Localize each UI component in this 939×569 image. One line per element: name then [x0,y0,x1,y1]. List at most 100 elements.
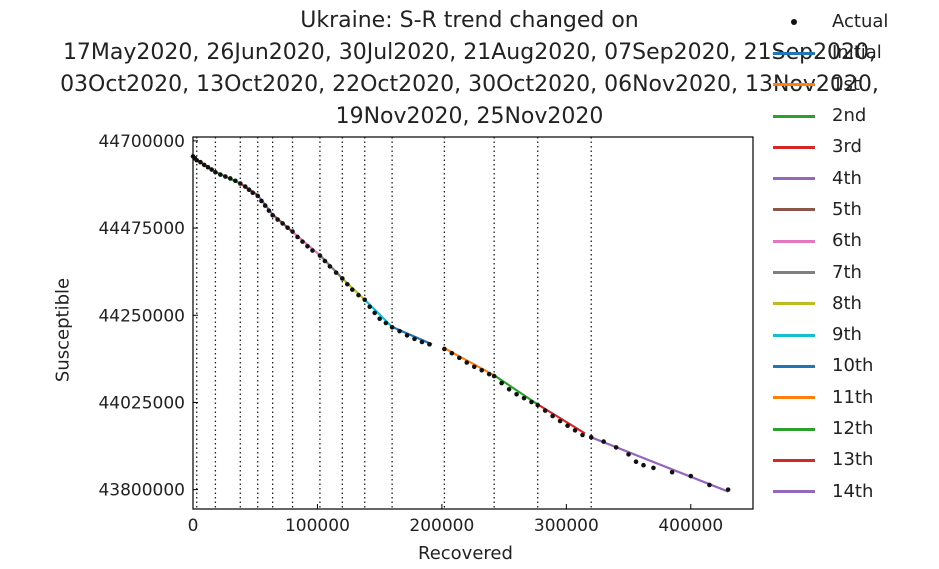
legend-item-12: 11th [770,382,939,413]
legend-label-13: 12th [832,418,874,439]
x-tick-label-0: 0 [188,516,199,536]
actual-point-72 [633,459,639,465]
actual-point-60 [529,399,534,405]
legend-swatch-2 [770,74,818,94]
actual-point-24 [290,229,295,234]
actual-point-73 [641,462,646,468]
legend-swatch-14 [770,450,818,470]
legend-label-6: 5th [832,198,862,220]
legend-marker-12 [773,396,815,400]
actual-point-46 [419,339,425,345]
actual-point-62 [542,408,548,413]
actual-point-39 [372,310,377,316]
legend-marker-6 [773,208,815,212]
legend-swatch-6 [770,199,818,219]
actual-point-26 [300,239,305,244]
actual-point-30 [322,258,328,264]
actual-point-11 [233,178,238,184]
actual-point-25 [295,234,300,240]
legend-swatch-1 [770,43,818,63]
legend-item-10: 9th [770,319,939,350]
legend-swatch-15 [770,481,818,501]
actual-point-55 [491,373,497,379]
chart-title-line-2: 17May2020, 26Jun2020, 30Jul2020, 21Aug20… [62,40,877,65]
chart-title-line-3: 03Oct2020, 13Oct2020, 22Oct2020, 30Oct20… [60,72,879,97]
legend-item-1: Initial [770,37,939,68]
legend-item-15: 14th [770,475,939,506]
legend-marker-4 [773,145,815,149]
trend-line-12 [493,374,539,406]
actual-point-74 [651,465,656,471]
legend-swatch-3 [770,106,818,126]
actual-point-35 [349,287,355,292]
legend-item-14: 13th [770,444,939,475]
legend-marker-11 [773,364,815,368]
actual-point-47 [427,342,432,347]
actual-point-20 [270,212,275,218]
legend-label-1: Initial [832,42,882,64]
legend-swatch-7 [770,231,818,251]
actual-point-42 [389,324,395,330]
legend-marker-5 [773,177,815,181]
chart-title-line-1: Ukraine: S-R trend changed on [300,8,639,33]
actual-point-23 [285,225,290,230]
actual-point-56 [499,380,504,386]
legend-item-7: 6th [770,225,939,256]
legend-label-14: 13th [832,449,874,471]
x-tick-label-2: 200000 [409,516,474,536]
trend-line-14 [590,436,729,493]
x-tick-label-1: 100000 [285,516,350,536]
actual-point-28 [310,248,315,253]
actual-point-15 [250,190,256,196]
actual-point-38 [367,304,373,310]
legend-swatch-0 [770,12,818,32]
actual-point-16 [255,193,261,199]
legend-marker-15 [773,490,815,494]
legend-marker-8 [773,271,815,275]
legend-item-0: Actual [770,6,939,37]
actual-point-12 [237,181,243,186]
legend-swatch-4 [770,137,818,157]
legend-item-3: 2nd [770,100,939,131]
x-tick-label-3: 300000 [534,516,599,536]
actual-point-52 [471,364,477,370]
actual-point-64 [557,418,563,424]
actual-point-68 [588,435,594,440]
legend: Actual Initial 1st 2nd 3rd 4th 5th 6th 7th 8th 9th… [770,6,939,507]
actual-point-65 [565,423,570,428]
legend-item-2: 1st [770,69,939,100]
y-tick-label-4: 44700000 [98,132,185,152]
legend-marker-10 [773,333,815,337]
actual-point-31 [327,264,333,269]
legend-item-13: 12th [770,413,939,444]
actual-point-40 [377,316,382,322]
actual-point-29 [317,253,323,258]
legend-swatch-8 [770,262,818,282]
actual-point-5 [205,164,211,170]
actual-point-44 [404,333,410,338]
actual-point-63 [550,413,555,419]
actual-point-49 [449,350,455,356]
actual-point-10 [228,176,233,181]
actual-point-33 [340,276,345,281]
legend-marker-2 [773,83,815,87]
actual-point-2 [194,157,200,163]
actual-point-71 [626,452,631,457]
legend-swatch-12 [770,387,818,407]
actual-point-66 [572,428,578,433]
actual-point-48 [442,346,447,352]
y-tick-label-3: 44475000 [98,219,185,239]
legend-marker-1 [773,51,815,55]
legend-label-5: 4th [832,167,862,189]
actual-point-59 [521,395,527,401]
axis-ticks: 0 100000 200000 300000 400000 43800000 4402500… [98,132,723,536]
y-tick-label-2: 44250000 [98,306,185,326]
y-tick-label-1: 44025000 [98,393,185,413]
legend-label-12: 11th [832,386,874,408]
legend-label-2: 1st [832,73,860,95]
y-tick-label-0: 43800000 [98,481,185,501]
legend-swatch-13 [770,419,818,439]
actual-point-78 [725,487,731,492]
legend-label-8: 7th [832,261,862,283]
